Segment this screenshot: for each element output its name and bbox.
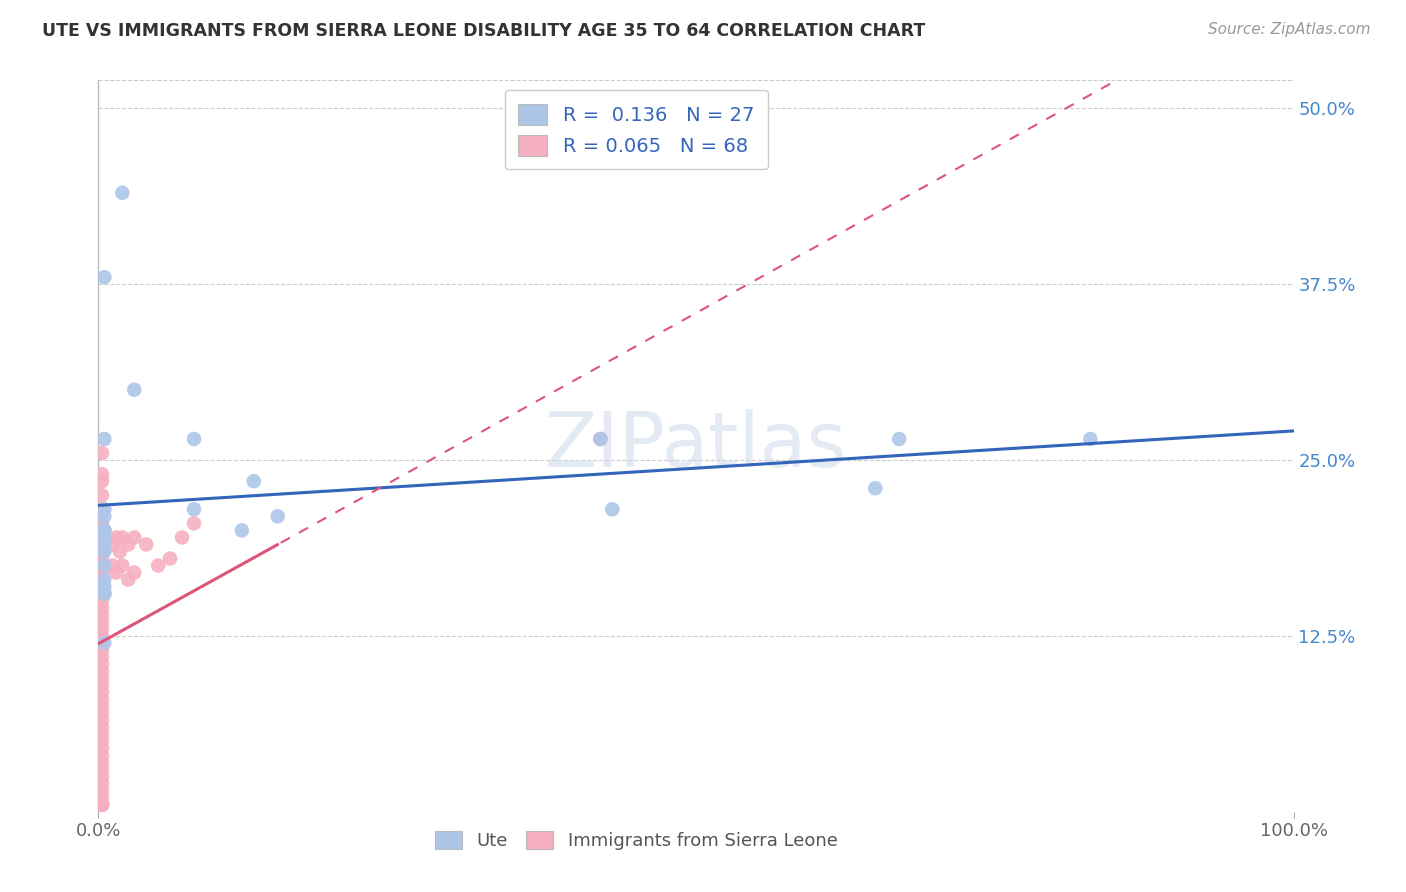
Point: [91, 783, 114, 797]
Point: [91, 797, 114, 812]
Point: [93, 432, 115, 446]
Point: [124, 530, 146, 544]
Point: [135, 537, 157, 551]
Point: [91, 580, 114, 594]
Point: [91, 636, 114, 650]
Point: [91, 748, 114, 763]
Point: [91, 551, 114, 566]
Point: [91, 474, 114, 488]
Point: [111, 558, 134, 573]
Point: [91, 797, 114, 812]
Point: [93, 587, 115, 601]
Point: [91, 488, 114, 502]
Point: [117, 537, 139, 551]
Point: [91, 643, 114, 657]
Point: [124, 383, 146, 397]
Point: [105, 530, 128, 544]
Point: [243, 474, 266, 488]
Point: [91, 657, 114, 671]
Point: [91, 558, 114, 573]
Point: [93, 558, 115, 573]
Point: [91, 699, 114, 714]
Point: [148, 558, 170, 573]
Point: [91, 530, 114, 544]
Point: [183, 502, 205, 516]
Point: [267, 509, 290, 524]
Point: [91, 650, 114, 665]
Point: [602, 502, 624, 516]
Point: [93, 587, 115, 601]
Point: [589, 432, 612, 446]
Point: [91, 629, 114, 643]
Point: [91, 714, 114, 728]
Point: [91, 600, 114, 615]
Point: [93, 530, 115, 544]
Point: [91, 727, 114, 741]
Point: [108, 544, 131, 558]
Point: [91, 566, 114, 580]
Point: [183, 432, 205, 446]
Point: [865, 481, 887, 495]
Point: [93, 509, 115, 524]
Point: [117, 573, 139, 587]
Point: [105, 566, 128, 580]
Point: [91, 776, 114, 790]
Point: [91, 593, 114, 607]
Point: [93, 544, 115, 558]
Point: [91, 587, 114, 601]
Point: [93, 270, 115, 285]
Point: [91, 573, 114, 587]
Point: [159, 551, 181, 566]
Point: [91, 446, 114, 460]
Point: [91, 706, 114, 721]
Point: [91, 770, 114, 784]
Point: [91, 502, 114, 516]
Point: [91, 692, 114, 706]
Point: [589, 432, 612, 446]
Point: [101, 558, 124, 573]
Point: [91, 797, 114, 812]
Point: [183, 516, 205, 531]
Point: [91, 734, 114, 748]
Point: [231, 524, 253, 538]
Point: [91, 607, 114, 622]
Point: [889, 432, 911, 446]
Point: [93, 502, 115, 516]
Point: [91, 671, 114, 685]
Point: [91, 622, 114, 636]
Point: [91, 797, 114, 812]
Point: [93, 580, 115, 594]
Point: [91, 685, 114, 699]
Point: [91, 756, 114, 770]
Point: [91, 741, 114, 756]
Point: [101, 537, 124, 551]
Point: [91, 544, 114, 558]
Text: Source: ZipAtlas.com: Source: ZipAtlas.com: [1208, 22, 1371, 37]
Point: [124, 566, 146, 580]
Point: [111, 186, 134, 200]
Point: [111, 530, 134, 544]
Point: [1080, 432, 1102, 446]
Point: [91, 797, 114, 812]
Point: [93, 636, 115, 650]
Point: [91, 797, 114, 812]
Point: [172, 530, 194, 544]
Point: [93, 524, 115, 538]
Point: [93, 524, 115, 538]
Text: ZIPatlas: ZIPatlas: [544, 409, 848, 483]
Point: [91, 763, 114, 777]
Point: [91, 664, 114, 678]
Point: [91, 467, 114, 482]
Text: UTE VS IMMIGRANTS FROM SIERRA LEONE DISABILITY AGE 35 TO 64 CORRELATION CHART: UTE VS IMMIGRANTS FROM SIERRA LEONE DISA…: [42, 22, 925, 40]
Point: [93, 537, 115, 551]
Point: [91, 678, 114, 692]
Point: [91, 516, 114, 531]
Point: [91, 720, 114, 734]
Point: [93, 573, 115, 587]
Point: [91, 790, 114, 805]
Legend: Ute, Immigrants from Sierra Leone: Ute, Immigrants from Sierra Leone: [427, 823, 845, 857]
Point: [91, 537, 114, 551]
Point: [91, 615, 114, 629]
